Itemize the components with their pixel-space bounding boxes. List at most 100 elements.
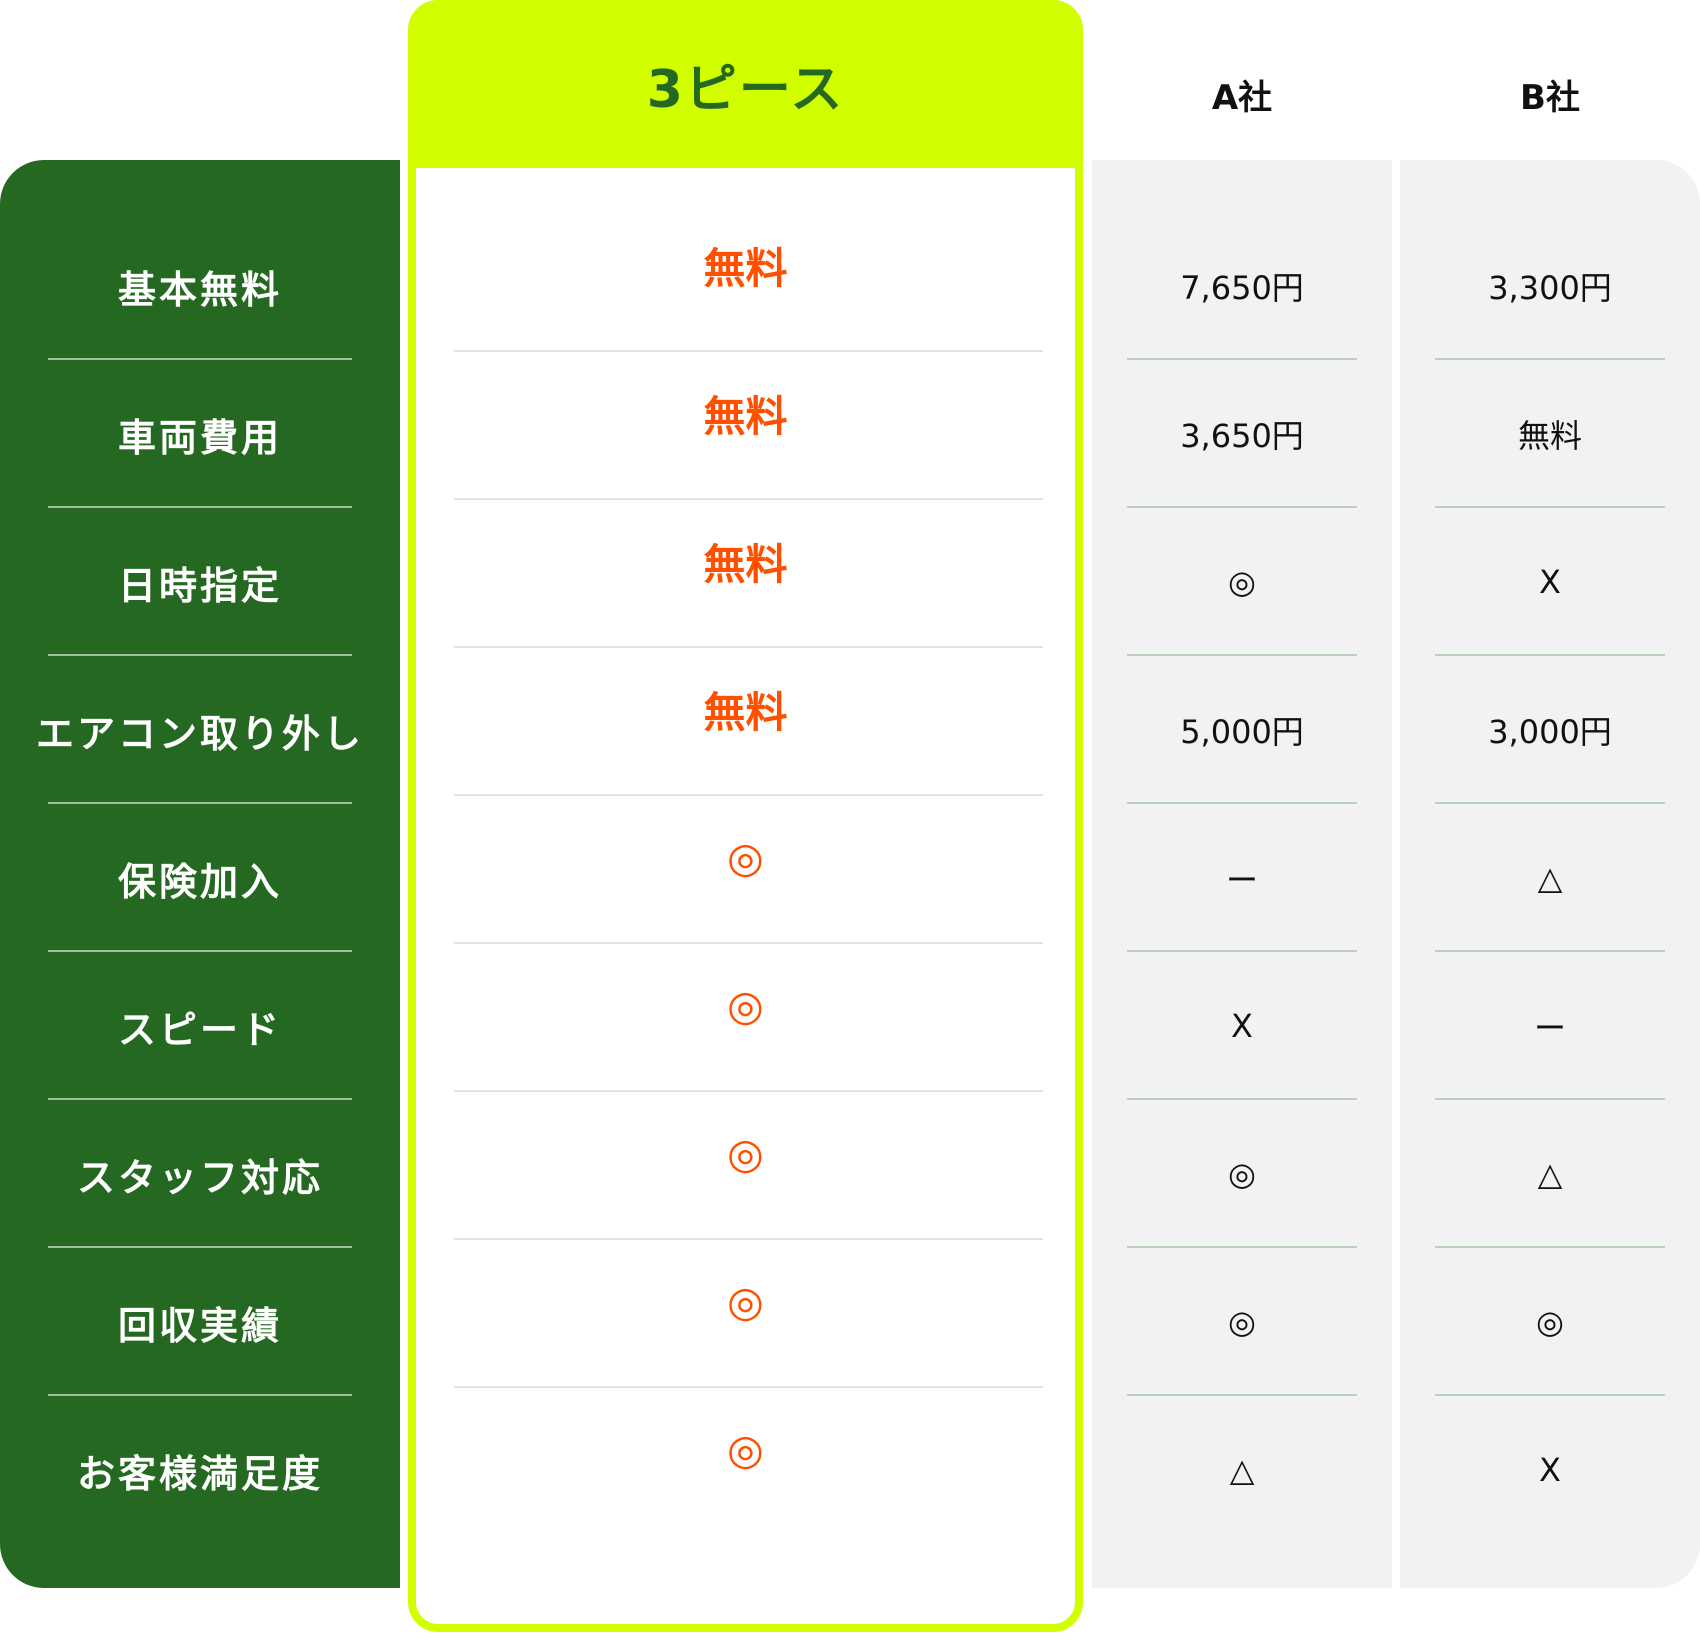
cell-text: ◎: [1228, 563, 1256, 601]
cell-text: 無料: [703, 539, 788, 589]
table-cell-ours: ◎: [416, 1240, 1075, 1388]
cell-text: ◎: [1228, 1303, 1256, 1341]
table-cell-label: 回収実績: [0, 1248, 400, 1396]
cell-text: 7,650円: [1180, 269, 1304, 307]
row-divider: [1435, 802, 1665, 804]
row-divider: [454, 1090, 1043, 1092]
cell-text: ◎: [1228, 1155, 1256, 1193]
row-divider: [48, 1394, 352, 1396]
table-cell-a: △: [1092, 1396, 1392, 1544]
cell-text: 無料: [1517, 417, 1582, 455]
table-cell-a: ◎: [1092, 508, 1392, 656]
cell-text: ◎: [727, 832, 764, 882]
table-cell-a: 5,000円: [1092, 656, 1392, 804]
table-cell-label: 日時指定: [0, 508, 400, 656]
table-cell-b: 3,300円: [1400, 212, 1700, 360]
row-divider: [1435, 950, 1665, 952]
cell-text: ◎: [727, 1424, 764, 1474]
company-a-header: A社: [1211, 78, 1273, 118]
row-divider: [1127, 1246, 1357, 1248]
table-cell-b: ー: [1400, 952, 1700, 1100]
cell-text: スピード: [117, 1007, 282, 1052]
table-cell-b: 3,000円: [1400, 656, 1700, 804]
cell-text: X: [1539, 563, 1561, 601]
table-cell-a: ◎: [1092, 1100, 1392, 1248]
row-divider: [48, 506, 352, 508]
table-cell-a: X: [1092, 952, 1392, 1100]
row-divider: [1435, 506, 1665, 508]
cell-text: スタッフ対応: [76, 1155, 323, 1200]
row-divider: [48, 1246, 352, 1248]
row-divider: [1127, 1098, 1357, 1100]
row-divider: [454, 1238, 1043, 1240]
row-divider: [1127, 802, 1357, 804]
cell-text: 日時指定: [117, 563, 282, 608]
table-cell-label: スピード: [0, 952, 400, 1100]
cell-text: 保険加入: [117, 859, 282, 904]
table-cell-ours: ◎: [416, 796, 1075, 944]
row-divider: [454, 942, 1043, 944]
cell-text: ◎: [727, 1276, 764, 1326]
company-a-column: 7,650円 3,650円 ◎ 5,000円ー X ◎ ◎ △: [1092, 160, 1392, 1588]
row-divider: [1435, 1098, 1665, 1100]
row-divider: [1435, 358, 1665, 360]
cell-text: 無料: [703, 687, 788, 737]
cell-text: ◎: [1536, 1303, 1564, 1341]
company-b-column: 3,300円無料 X 3,000円 △ ー △ ◎ X: [1400, 160, 1700, 1588]
row-divider: [1127, 950, 1357, 952]
table-cell-ours: 無料: [416, 352, 1075, 500]
cell-text: 回収実績: [117, 1303, 282, 1348]
table-cell-label: 保険加入: [0, 804, 400, 952]
feature-label-column: 基本無料車両費用日時指定エアコン取り外し 保険加入スピードスタッフ対応 回収実績お客…: [0, 160, 400, 1588]
table-cell-a: 3,650円: [1092, 360, 1392, 508]
row-divider: [1435, 1394, 1665, 1396]
cell-text: ー: [1225, 861, 1258, 899]
table-cell-b: X: [1400, 508, 1700, 656]
row-divider: [1127, 654, 1357, 656]
cell-text: ー: [1533, 1009, 1566, 1047]
cell-text: X: [1231, 1007, 1253, 1045]
table-cell-label: スタッフ対応: [0, 1100, 400, 1248]
cell-text: △: [1537, 1155, 1563, 1193]
row-divider: [1127, 506, 1357, 508]
row-divider: [48, 802, 352, 804]
cell-text: △: [1537, 859, 1563, 897]
table-cell-label: 車両費用: [0, 360, 400, 508]
table-cell-b: X: [1400, 1396, 1700, 1544]
table-cell-ours: 無料: [416, 500, 1075, 648]
cell-text: 無料: [703, 391, 788, 441]
table-cell-a: ー: [1092, 804, 1392, 952]
table-cell-label: エアコン取り外し: [0, 656, 400, 804]
table-cell-ours: 無料: [416, 204, 1075, 352]
row-divider: [48, 950, 352, 952]
cell-text: 3,650円: [1180, 417, 1304, 455]
company-b-header: B社: [1520, 78, 1580, 118]
row-divider: [1435, 1246, 1665, 1248]
cell-text: エアコン取り外し: [35, 711, 364, 756]
row-divider: [48, 1098, 352, 1100]
cell-text: 基本無料: [117, 267, 282, 312]
table-cell-a: ◎: [1092, 1248, 1392, 1396]
cell-text: お客様満足度: [76, 1451, 323, 1496]
table-cell-b: △: [1400, 804, 1700, 952]
table-cell-ours: ◎: [416, 1092, 1075, 1240]
row-divider: [454, 646, 1043, 648]
row-divider: [454, 498, 1043, 500]
row-divider: [1127, 358, 1357, 360]
cell-text: △: [1229, 1451, 1255, 1489]
table-cell-ours: ◎: [416, 1388, 1075, 1536]
cell-text: 無料: [703, 243, 788, 293]
highlight-column-3piece: 3ピース 無料 無料 無料 無料 ◎ ◎ ◎ ◎ ◎: [408, 0, 1083, 1632]
row-divider: [454, 1386, 1043, 1388]
table-cell-b: 無料: [1400, 360, 1700, 508]
row-divider: [48, 654, 352, 656]
cell-text: 5,000円: [1180, 713, 1304, 751]
cell-text: X: [1539, 1451, 1561, 1489]
row-divider: [48, 358, 352, 360]
table-cell-a: 7,650円: [1092, 212, 1392, 360]
cell-text: ◎: [727, 1128, 764, 1178]
table-cell-ours: ◎: [416, 944, 1075, 1092]
cell-text: 車両費用: [117, 415, 282, 460]
cell-text: ◎: [727, 980, 764, 1030]
table-cell-ours: 無料: [416, 648, 1075, 796]
